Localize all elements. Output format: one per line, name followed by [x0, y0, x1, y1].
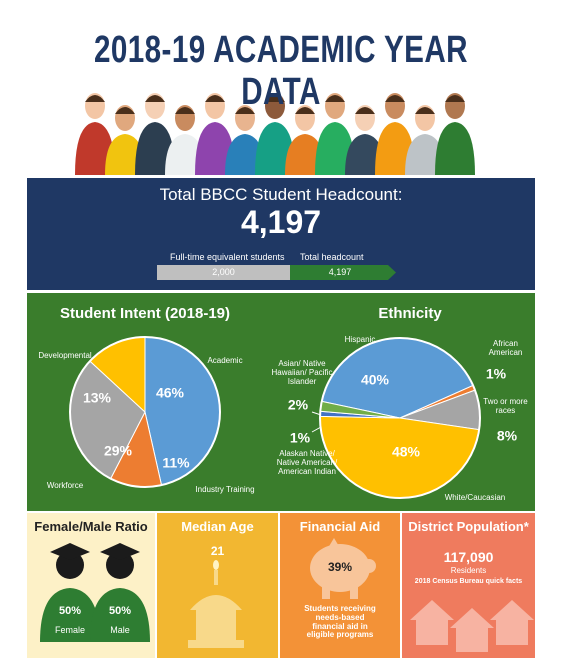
slice-label: Academic: [207, 356, 243, 365]
person-figure: [285, 105, 325, 175]
person-hair: [85, 95, 105, 102]
slice-label: White/Caucasian: [444, 493, 506, 502]
person-figure: [435, 93, 475, 175]
person-figure: [315, 93, 355, 175]
slice-value-label: 48%: [391, 443, 421, 460]
male-value: 50%: [108, 605, 132, 617]
age-value: 21: [210, 544, 225, 558]
ratio-title: Female/Male Ratio: [34, 519, 148, 534]
person-hair: [235, 107, 255, 114]
fte-label: Full-time equivalent students: [170, 252, 285, 262]
page-title: 2018-19 ACADEMIC YEAR DATA: [94, 29, 468, 113]
aid-value: 39%: [327, 560, 353, 574]
slice-value-label: 11%: [162, 454, 190, 471]
person-hair: [415, 107, 435, 114]
population-title: District Population*: [408, 519, 529, 534]
female-label: Female: [54, 625, 85, 635]
person-figure: [345, 105, 385, 175]
fte-value: 2,000: [212, 267, 235, 277]
person-hair: [385, 95, 405, 102]
aid-title: Financial Aid: [299, 519, 381, 534]
person-hair: [205, 95, 225, 102]
slice-value-label: 13%: [82, 389, 112, 406]
headcount-heading: Total BBCC Student Headcount:: [159, 185, 403, 204]
person-hair: [325, 95, 345, 102]
person-hair: [115, 107, 135, 114]
slice-value-label: 2%: [287, 396, 309, 413]
person-hair: [355, 107, 375, 114]
person-body: [375, 122, 415, 175]
slice-label: Alaskan Native/ Native American/ America…: [276, 449, 338, 476]
person-figure: [105, 105, 145, 175]
person-hair: [265, 95, 285, 102]
person-figure: [135, 93, 175, 175]
cake-icon: [188, 560, 244, 648]
female-value: 50%: [58, 605, 82, 617]
slice-value-label: 1%: [289, 429, 311, 446]
population-source: 2018 Census Bureau quick facts: [414, 578, 523, 585]
person-body: [135, 122, 175, 175]
slice-value-label: 8%: [496, 427, 518, 444]
male-label: Male: [110, 625, 130, 635]
total-bar: [290, 265, 396, 280]
person-figure: [405, 105, 445, 175]
person-body: [225, 134, 265, 175]
slice-label: Two or more races: [483, 397, 528, 415]
person-body: [285, 134, 325, 175]
person-figure: [255, 93, 295, 175]
person-body: [195, 122, 235, 175]
slice-label: Workforce: [46, 481, 84, 490]
person-body: [315, 122, 355, 175]
person-hair: [175, 107, 195, 114]
pie-title: Ethnicity: [378, 305, 442, 322]
person-hair: [145, 95, 165, 102]
person-body: [105, 134, 145, 175]
person-body: [435, 122, 475, 175]
aid-note: Students receiving needs-based financial…: [304, 604, 376, 640]
slice-label: Hispanic: [344, 335, 376, 344]
slice-label: Developmental: [38, 351, 92, 360]
pie-outline: [69, 336, 221, 488]
house-icons: [410, 600, 534, 652]
population-value: 117,090: [443, 549, 494, 565]
pie-outline: [319, 337, 481, 499]
slice-label: Industry Training: [195, 485, 255, 494]
slice-value-label: 29%: [103, 442, 133, 459]
slice-value-label: 40%: [360, 371, 390, 388]
person-figure: [225, 105, 265, 175]
person-figure: [165, 105, 205, 175]
slice-label: Asian/ Native Hawaiian/ Pacific Islander: [271, 359, 333, 386]
person-hair: [295, 107, 315, 114]
slice-label: African American: [488, 339, 523, 357]
total-value: 4,197: [328, 267, 352, 277]
person-figure: [375, 93, 415, 175]
total-label: Total headcount: [300, 252, 364, 262]
person-figure: [195, 93, 235, 175]
population-unit: Residents: [450, 566, 487, 575]
person-hair: [445, 95, 465, 102]
slice-value-label: 46%: [155, 384, 185, 401]
person-figure: [75, 93, 115, 175]
pie-title: Student Intent (2018-19): [59, 305, 231, 322]
person-body: [165, 134, 205, 175]
slice-value-label: 1%: [485, 365, 507, 382]
person-body: [345, 134, 385, 175]
piggy-icon: [310, 538, 376, 599]
person-body: [75, 122, 115, 175]
person-body: [405, 134, 445, 175]
age-title: Median Age: [181, 519, 254, 534]
graduate-icons: [40, 543, 150, 642]
person-body: [255, 122, 295, 175]
fte-bar: [157, 265, 290, 280]
headcount-total: 4,197: [240, 204, 322, 240]
